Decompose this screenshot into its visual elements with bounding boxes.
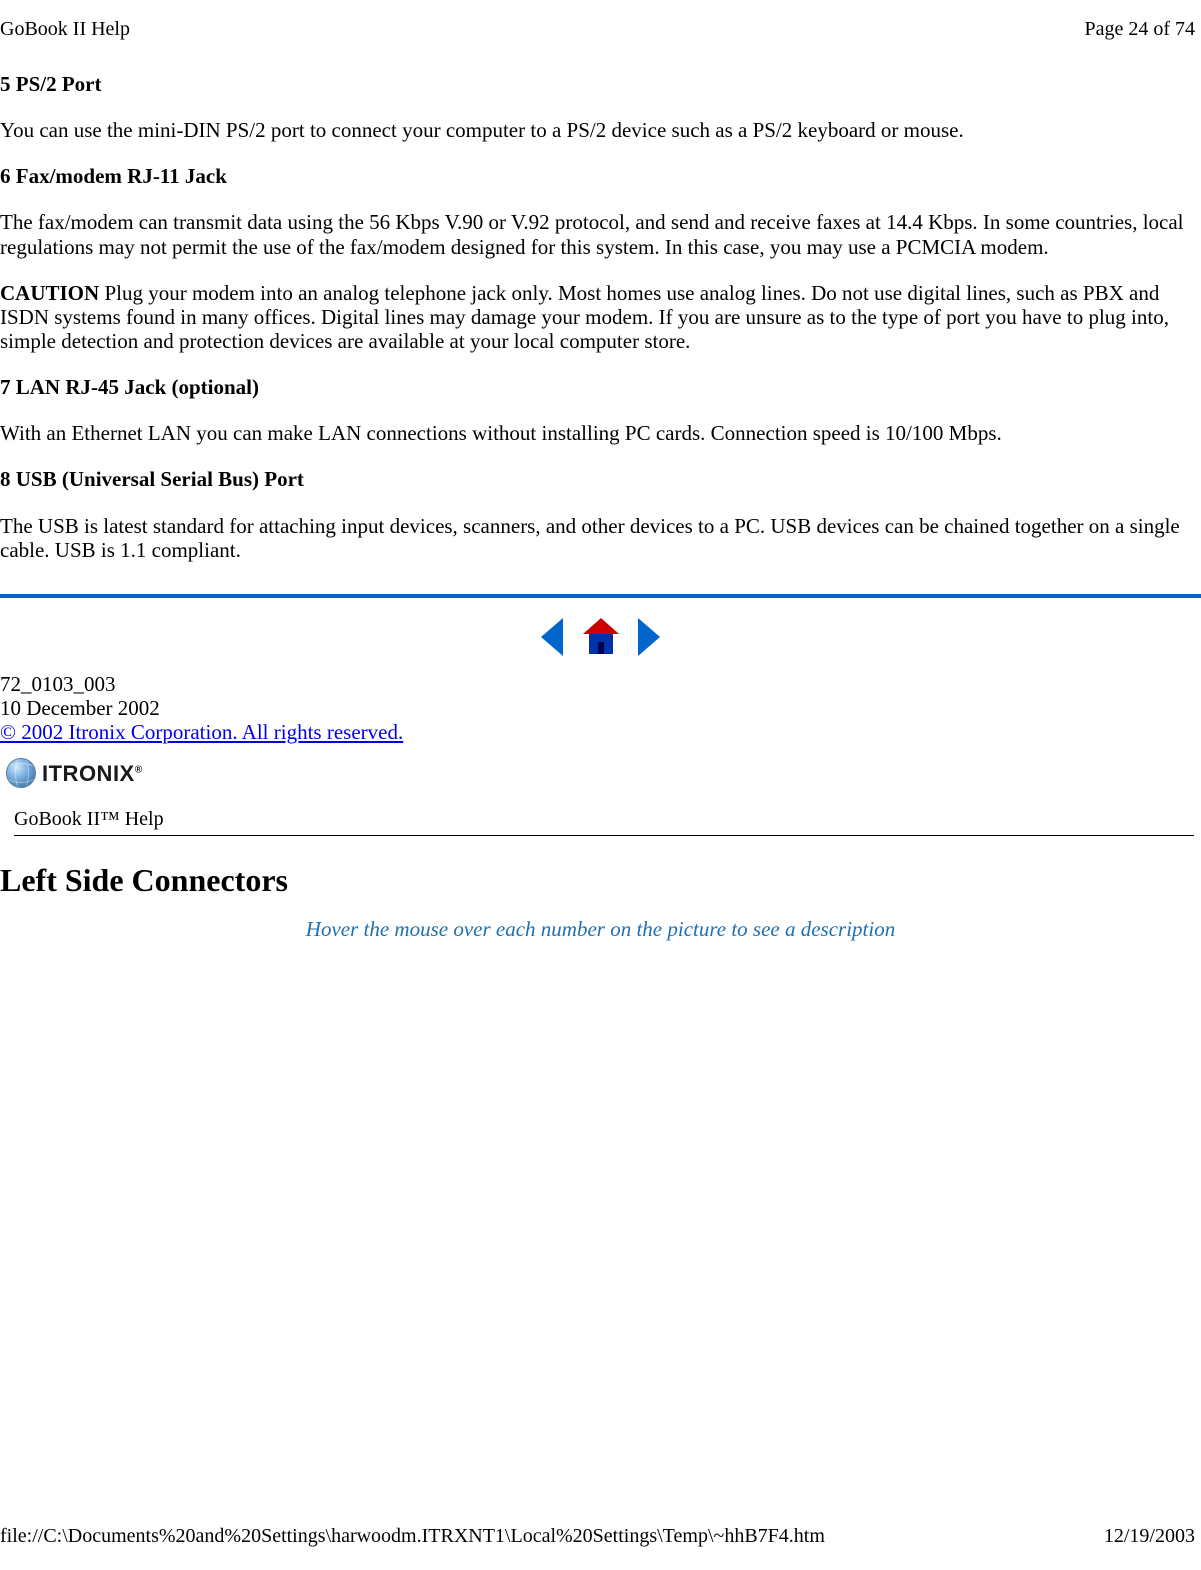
arrow-left-icon	[537, 616, 567, 658]
header-page-number: Page 24 of 74	[1084, 18, 1195, 41]
home-icon	[579, 616, 623, 658]
caution-paragraph: CAUTION Plug your modem into an analog t…	[0, 281, 1201, 353]
hover-hint: Hover the mouse over each number on the …	[0, 917, 1201, 941]
section-6-body: The fax/modem can transmit data using th…	[0, 210, 1201, 258]
page-body: 5 PS/2 Port You can use the mini-DIN PS/…	[0, 72, 1201, 941]
footer-file-path: file://C:\Documents%20and%20Settings\har…	[0, 1525, 825, 1548]
section-5-body: You can use the mini-DIN PS/2 port to co…	[0, 118, 1201, 142]
nav-next-link[interactable]	[634, 623, 664, 647]
section-8-title: 8 USB (Universal Serial Bus) Port	[0, 467, 1201, 491]
nav-home-link[interactable]	[579, 623, 628, 647]
section-5-title: 5 PS/2 Port	[0, 72, 1201, 96]
doc-date: 10 December 2002	[0, 696, 1201, 720]
brand-logo-text: ITRONIX®	[42, 761, 143, 786]
globe-icon	[6, 758, 36, 788]
copyright-link[interactable]: © 2002 Itronix Corporation. All rights r…	[0, 720, 403, 744]
caution-label: CAUTION	[0, 281, 104, 305]
section-6-title: 6 Fax/modem RJ-11 Jack	[0, 164, 1201, 188]
nav-prev-link[interactable]	[537, 623, 572, 647]
section-7-body: With an Ethernet LAN you can make LAN co…	[0, 421, 1201, 445]
section-8-body: The USB is latest standard for attaching…	[0, 514, 1201, 562]
footer-date: 12/19/2003	[1104, 1525, 1195, 1548]
nav-row	[0, 598, 1201, 672]
brand-block: ITRONIX® GoBook II™ Help	[0, 744, 1201, 840]
section-7-title: 7 LAN RJ-45 Jack (optional)	[0, 375, 1201, 399]
header-doc-title: GoBook II Help	[0, 18, 130, 41]
brand-divider	[14, 835, 1194, 836]
doc-number: 72_0103_003	[0, 672, 1201, 696]
left-side-connectors-title: Left Side Connectors	[0, 862, 1201, 899]
arrow-right-icon	[634, 616, 664, 658]
brand-help-label: GoBook II™ Help	[6, 788, 1201, 835]
caution-body: Plug your modem into an analog telephone…	[0, 281, 1169, 353]
